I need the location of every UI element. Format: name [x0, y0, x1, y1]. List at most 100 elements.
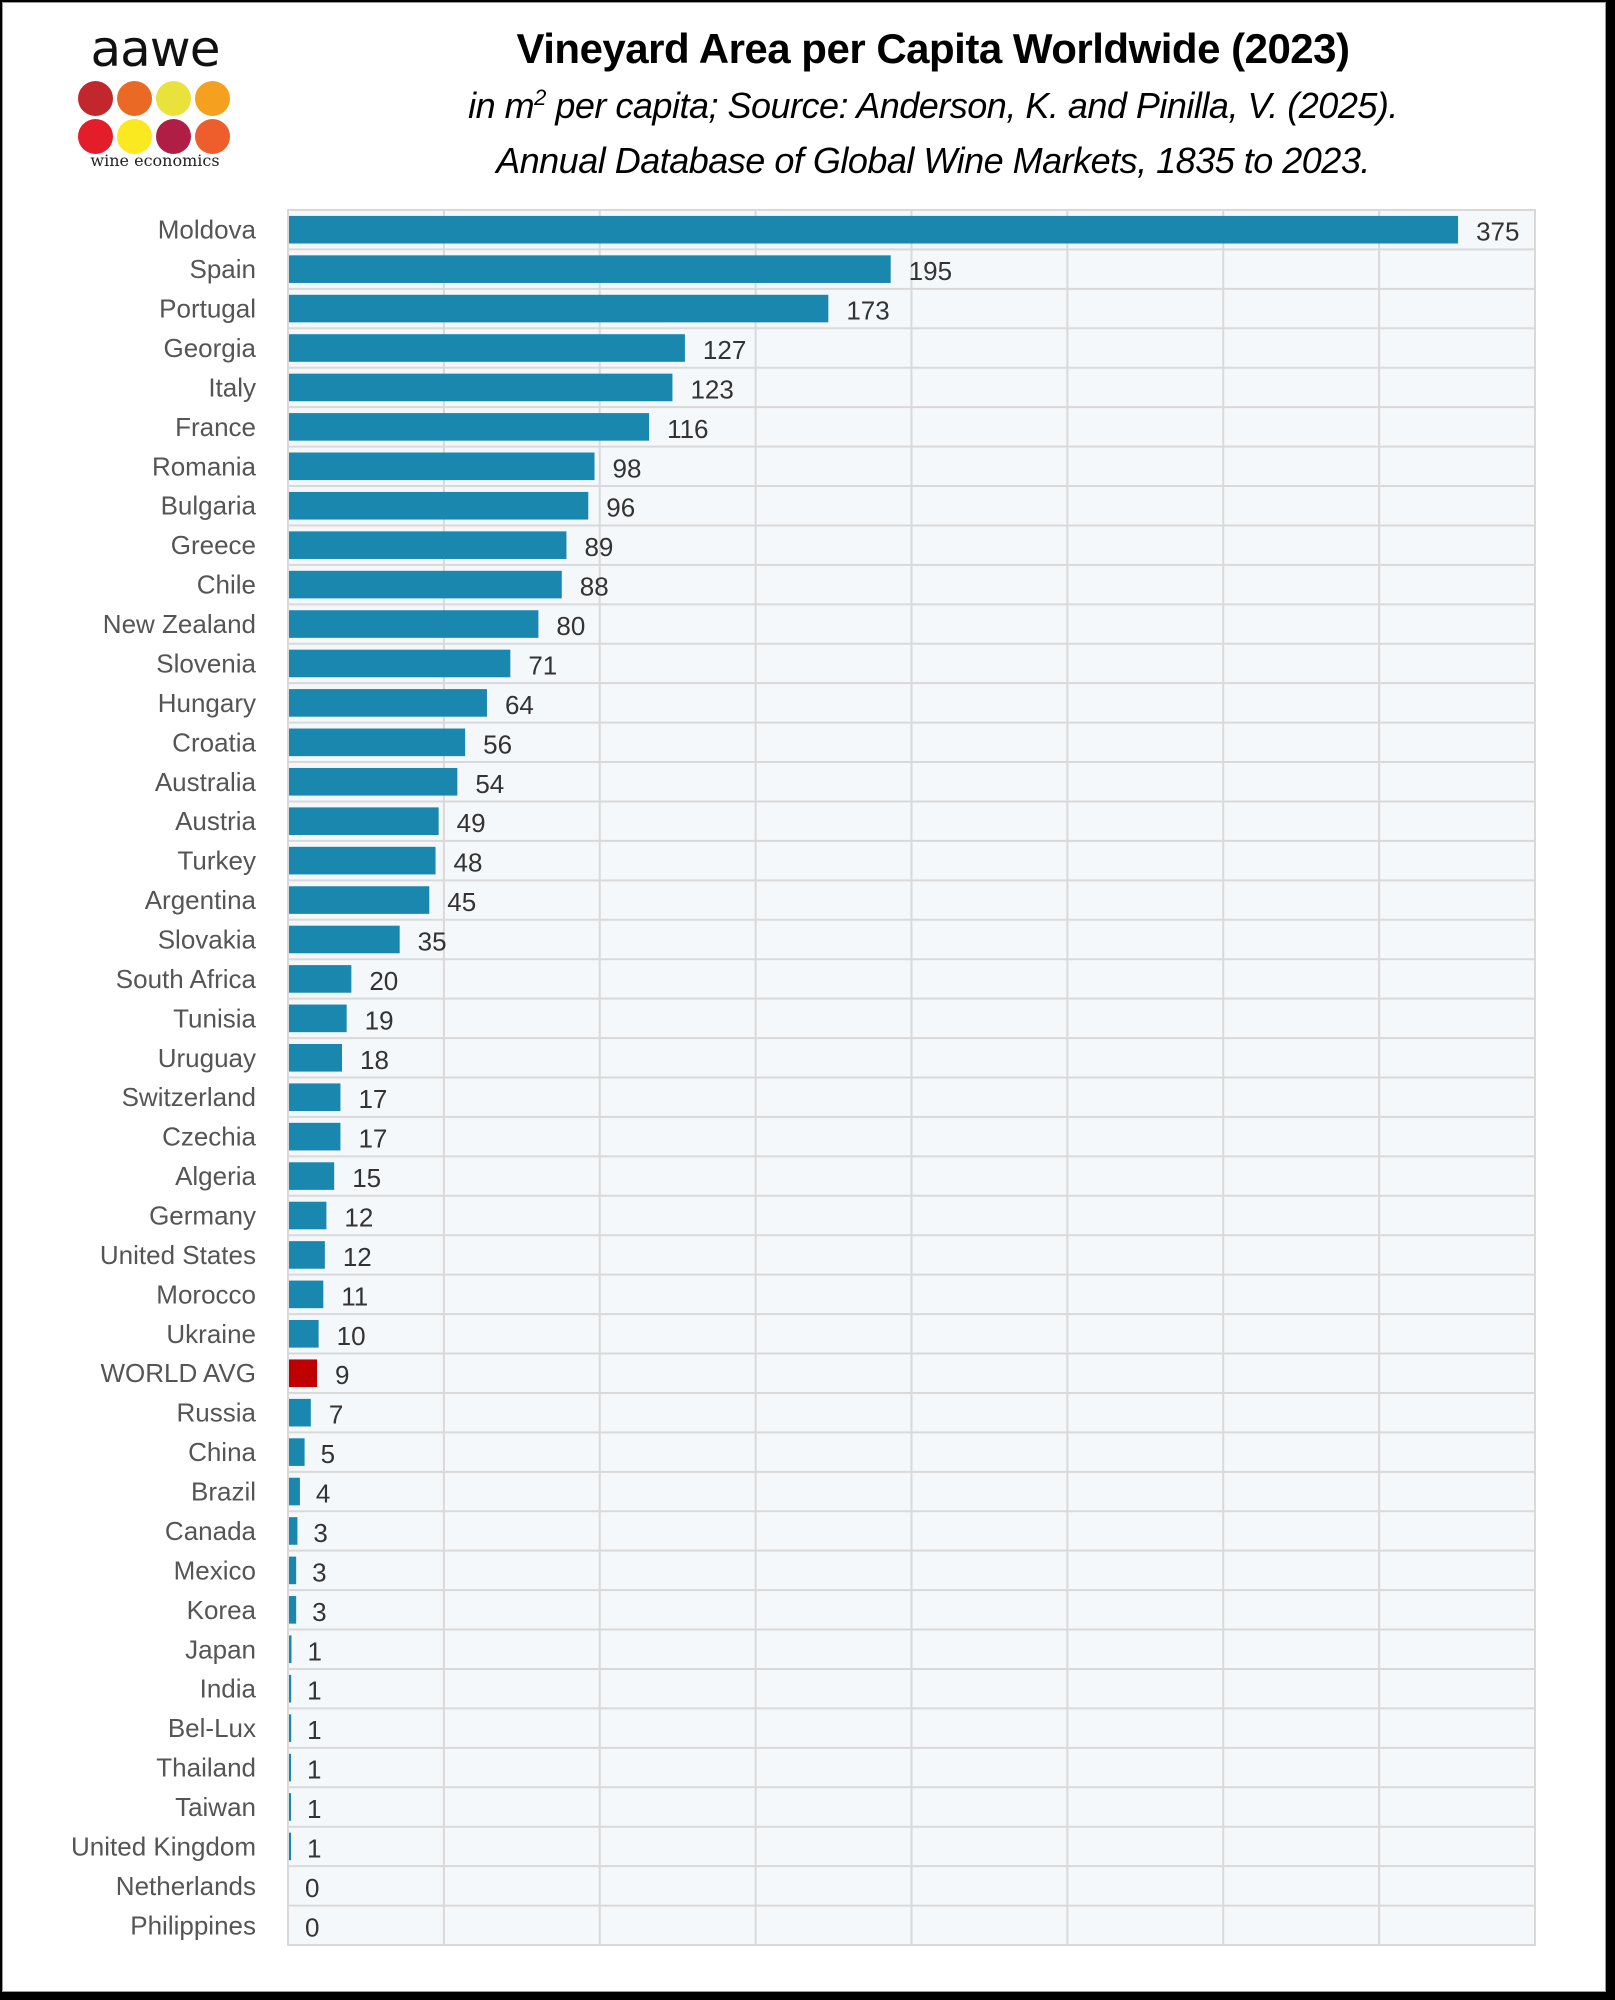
value-label: 0 [305, 1912, 319, 1942]
subtitle-unit-prefix: in m [468, 85, 535, 126]
value-label: 1 [307, 1794, 321, 1824]
value-label: 116 [667, 414, 708, 444]
logo-dot [117, 119, 152, 154]
value-label: 3 [313, 1518, 327, 1548]
value-label: 48 [454, 848, 483, 878]
category-label: Taiwan [175, 1792, 256, 1822]
category-label: Thailand [156, 1753, 256, 1783]
value-label: 10 [337, 1321, 366, 1351]
bar [289, 846, 436, 875]
category-label: Spain [190, 254, 257, 284]
value-label: 96 [606, 493, 635, 523]
bar [289, 767, 458, 796]
bar [289, 373, 673, 402]
bar [289, 1517, 298, 1545]
value-label: 0 [305, 1873, 319, 1903]
category-label: Philippines [130, 1910, 256, 1940]
logo-dot [195, 81, 230, 116]
bar [289, 1753, 291, 1782]
category-label: Uruguay [158, 1043, 256, 1073]
chart-title: Vineyard Area per Capita Worldwide (2023… [516, 25, 1350, 72]
bar [289, 1004, 347, 1033]
category-label: Georgia [164, 333, 257, 363]
value-label: 19 [365, 1005, 394, 1035]
category-label: Croatia [172, 727, 256, 757]
logo-dot [156, 119, 191, 154]
value-label: 11 [341, 1281, 368, 1311]
bar [289, 965, 352, 993]
category-labels: Moldova Spain Portugal Georgia Italy France Ro… [71, 215, 257, 1941]
bar [289, 1241, 325, 1269]
value-label: 12 [344, 1203, 373, 1233]
category-label: Australia [155, 767, 257, 797]
bar [289, 1477, 300, 1506]
subtitle-unit-superscript: 2 [534, 85, 546, 110]
value-label: 7 [329, 1400, 343, 1430]
bar [289, 728, 466, 757]
category-label: Greece [171, 530, 256, 560]
category-label: Portugal [159, 294, 256, 324]
bar [289, 1398, 311, 1427]
value-label: 17 [358, 1084, 387, 1114]
value-label: 195 [909, 256, 952, 286]
horizontal-gridlines [288, 248, 1535, 1907]
category-label: Slovakia [158, 924, 257, 954]
value-label: 89 [584, 532, 613, 562]
bar [289, 1674, 292, 1703]
logo-dot [195, 119, 230, 154]
category-label: Moldova [158, 215, 257, 245]
category-label: Japan [185, 1634, 256, 1664]
category-label: Morocco [156, 1279, 256, 1309]
category-label: Switzerland [122, 1082, 256, 1112]
value-label: 15 [352, 1163, 381, 1193]
bar [289, 531, 567, 559]
value-label: 88 [580, 572, 609, 602]
value-label: 35 [418, 926, 447, 956]
value-label: 1 [307, 1636, 321, 1666]
bar [289, 925, 400, 954]
bar [289, 1556, 297, 1585]
value-label: 3 [312, 1597, 326, 1627]
category-label: Slovenia [156, 648, 256, 678]
bar [289, 1280, 324, 1309]
value-label: 375 [1476, 217, 1519, 247]
value-label: 127 [703, 335, 746, 365]
value-label: 1 [307, 1755, 321, 1785]
category-label: Brazil [191, 1477, 256, 1507]
bar [289, 1043, 342, 1072]
bar [289, 1122, 341, 1151]
value-label: 56 [483, 729, 512, 759]
value-label: 3 [312, 1557, 326, 1587]
logo-dot [78, 119, 113, 154]
category-label: Ukraine [166, 1319, 256, 1349]
bar [289, 215, 1459, 244]
bar [289, 1083, 341, 1112]
value-label: 98 [613, 453, 642, 483]
bar [289, 1162, 335, 1190]
value-label: 64 [505, 690, 534, 720]
bars [289, 215, 1459, 1861]
bar [289, 886, 430, 914]
bar [289, 452, 595, 481]
value-label: 80 [556, 611, 585, 641]
value-label: 20 [369, 966, 398, 996]
bar [289, 294, 829, 323]
bar [289, 1832, 291, 1861]
logo-dot [156, 81, 191, 116]
category-label: India [200, 1674, 257, 1704]
category-label: Germany [149, 1201, 256, 1231]
category-label: United Kingdom [71, 1831, 256, 1861]
value-label: 9 [335, 1360, 349, 1390]
bar [289, 1359, 318, 1388]
bar [289, 413, 650, 441]
value-label: 4 [316, 1479, 330, 1509]
bar [289, 1320, 319, 1348]
bar [289, 255, 891, 283]
bar [289, 610, 539, 638]
bar [289, 1635, 292, 1664]
value-label: 1 [307, 1715, 321, 1745]
bar [289, 689, 487, 717]
value-label: 1 [307, 1833, 321, 1863]
value-label: 18 [360, 1045, 389, 1075]
bar [289, 807, 439, 835]
